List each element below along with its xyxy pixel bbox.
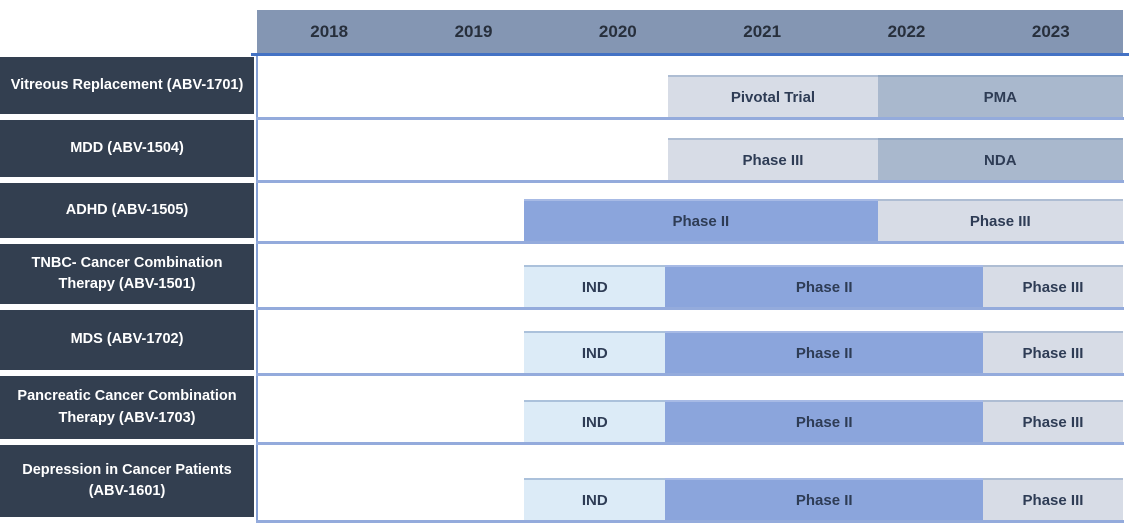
- phase-label: IND: [581, 344, 608, 362]
- program-label: ADHD (ABV-1505): [0, 183, 254, 238]
- program-label: Depression in Cancer Patients (ABV-1601): [0, 445, 254, 517]
- phase-label: IND: [581, 278, 608, 296]
- year-label: 2022: [887, 21, 926, 41]
- program-label: Vitreous Replacement (ABV-1701): [0, 57, 254, 114]
- phase-bar: IND: [524, 400, 666, 442]
- phase-bar: IND: [524, 265, 666, 307]
- program-label: TNBC- Cancer Combination Therapy (ABV-15…: [0, 244, 254, 304]
- phase-label: Phase II: [795, 491, 853, 509]
- year-label: 2019: [454, 21, 493, 41]
- phase-bar: Phase III: [982, 331, 1123, 373]
- phase-label: Phase III: [742, 151, 804, 169]
- program-label: MDS (ABV-1702): [0, 310, 254, 370]
- year-label: 2021: [743, 21, 782, 41]
- program-label: MDD (ABV-1504): [0, 120, 254, 177]
- phase-bar: Phase II: [524, 199, 878, 241]
- phase-label: Pivotal Trial: [730, 88, 816, 106]
- phase-bar: Phase III: [668, 138, 878, 180]
- program-label: Pancreatic Cancer Combination Therapy (A…: [0, 376, 254, 439]
- phase-bar: Phase III: [982, 265, 1123, 307]
- phase-label: Phase III: [1022, 413, 1084, 431]
- row-separator-line: [256, 117, 1124, 120]
- year-label: 2020: [598, 21, 637, 41]
- phase-label: Phase II: [795, 413, 853, 431]
- phase-label: Phase III: [1022, 344, 1084, 362]
- phase-bar: PMA: [877, 75, 1123, 117]
- year-label: 2018: [310, 21, 349, 41]
- row-separator-line: [256, 520, 1124, 523]
- row-separator-line: [256, 180, 1124, 183]
- phase-bar: IND: [524, 331, 666, 373]
- phase-bar: NDA: [877, 138, 1123, 180]
- phase-label: PMA: [983, 88, 1017, 106]
- phase-bar: Phase II: [665, 400, 983, 442]
- row-separator-line: [256, 307, 1124, 310]
- row-separator-line: [256, 241, 1124, 244]
- phase-label: Phase II: [672, 212, 730, 230]
- phase-label: Phase III: [1022, 278, 1084, 296]
- phase-bar: IND: [524, 478, 666, 520]
- phase-label: Phase II: [795, 278, 853, 296]
- year-header-row: 2018 2019 2020 2021 2022 2023: [257, 10, 1123, 53]
- phase-label: IND: [581, 413, 608, 431]
- phase-label: Phase III: [1022, 491, 1084, 509]
- chart-left-border-line: [256, 56, 258, 523]
- row-separator-line: [256, 373, 1124, 376]
- phase-bar: Phase II: [665, 331, 983, 373]
- phase-label: Phase III: [969, 212, 1031, 230]
- phase-bar: Phase III: [982, 400, 1123, 442]
- year-label: 2023: [1031, 21, 1070, 41]
- header-underline: [251, 53, 1129, 56]
- phase-bar: Phase III: [877, 199, 1123, 241]
- phase-bar: Phase III: [982, 478, 1123, 520]
- phase-bar: Phase II: [665, 265, 983, 307]
- row-separator-line: [256, 442, 1124, 445]
- phase-label: IND: [581, 491, 608, 509]
- phase-label: Phase II: [795, 344, 853, 362]
- phase-label: NDA: [984, 151, 1017, 169]
- phase-bar: Phase II: [665, 478, 983, 520]
- phase-bar: Pivotal Trial: [668, 75, 878, 117]
